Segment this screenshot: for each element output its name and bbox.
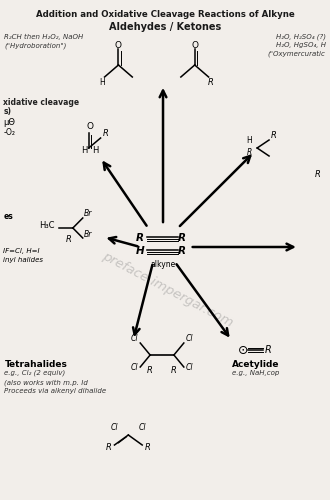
Text: R: R xyxy=(106,443,112,452)
Text: R₂CH then H₂O₂, NaOH: R₂CH then H₂O₂, NaOH xyxy=(5,34,84,40)
Text: e.g., NaH,cop: e.g., NaH,cop xyxy=(232,370,280,376)
Text: H₃C: H₃C xyxy=(40,221,55,230)
Text: Cl: Cl xyxy=(131,363,138,372)
Text: Br: Br xyxy=(84,209,92,218)
Text: R: R xyxy=(178,233,186,243)
Text: inyl halides: inyl halides xyxy=(4,257,44,263)
Text: H₂O, HgSO₄, H: H₂O, HgSO₄, H xyxy=(276,42,325,48)
Text: R: R xyxy=(271,131,277,140)
Text: alkyne: alkyne xyxy=(150,260,176,269)
Text: O: O xyxy=(191,40,198,50)
Text: Cl: Cl xyxy=(186,363,193,372)
Text: H: H xyxy=(247,136,252,145)
Text: H₂O, H₂SO₄ (?): H₂O, H₂SO₄ (?) xyxy=(276,34,325,40)
Text: Cl: Cl xyxy=(111,423,118,432)
Text: Proceeds via alkenyl dihalide: Proceeds via alkenyl dihalide xyxy=(5,388,107,394)
Text: Cl: Cl xyxy=(131,334,138,343)
Text: R: R xyxy=(147,366,153,375)
Text: IF=Cl, H=I: IF=Cl, H=I xyxy=(4,248,40,254)
Text: R: R xyxy=(145,443,151,452)
Text: Cl: Cl xyxy=(186,334,193,343)
Text: preface.impergar.com: preface.impergar.com xyxy=(100,250,236,330)
Text: ("Hydroboration"): ("Hydroboration") xyxy=(5,42,67,48)
Text: R: R xyxy=(103,129,109,138)
Text: -O₂: -O₂ xyxy=(4,128,16,137)
Text: H: H xyxy=(136,246,145,256)
Text: R: R xyxy=(265,345,272,355)
Text: H: H xyxy=(82,146,88,155)
Text: H: H xyxy=(100,78,106,87)
Text: Aldehydes / Ketones: Aldehydes / Ketones xyxy=(109,22,221,32)
Text: Addition and Oxidative Cleavage Reactions of Alkyne: Addition and Oxidative Cleavage Reaction… xyxy=(36,10,294,19)
Text: O: O xyxy=(115,40,122,50)
Text: (also works with m.p. Id: (also works with m.p. Id xyxy=(5,379,88,386)
Text: Tetrahalides: Tetrahalides xyxy=(5,360,67,369)
Text: O: O xyxy=(86,122,93,131)
Text: R: R xyxy=(208,78,214,87)
Text: ("Oxymercuratic: ("Oxymercuratic xyxy=(268,50,325,56)
Text: H: H xyxy=(92,146,99,155)
Text: R: R xyxy=(136,233,144,243)
Text: Br: Br xyxy=(84,230,92,239)
Text: R: R xyxy=(66,235,72,244)
Text: xidative cleavage: xidative cleavage xyxy=(4,98,80,107)
Text: μΘ: μΘ xyxy=(4,118,16,127)
Text: R: R xyxy=(171,366,177,375)
Text: ⊙: ⊙ xyxy=(238,344,248,356)
Text: R: R xyxy=(315,170,320,179)
Text: R: R xyxy=(178,246,186,256)
Text: s): s) xyxy=(4,107,12,116)
Text: es: es xyxy=(4,212,13,221)
Text: e.g., Cl₂ (2 equiv): e.g., Cl₂ (2 equiv) xyxy=(5,370,66,376)
Text: Cl: Cl xyxy=(139,423,146,432)
Text: R: R xyxy=(247,148,252,157)
Text: Acetylide: Acetylide xyxy=(232,360,280,369)
